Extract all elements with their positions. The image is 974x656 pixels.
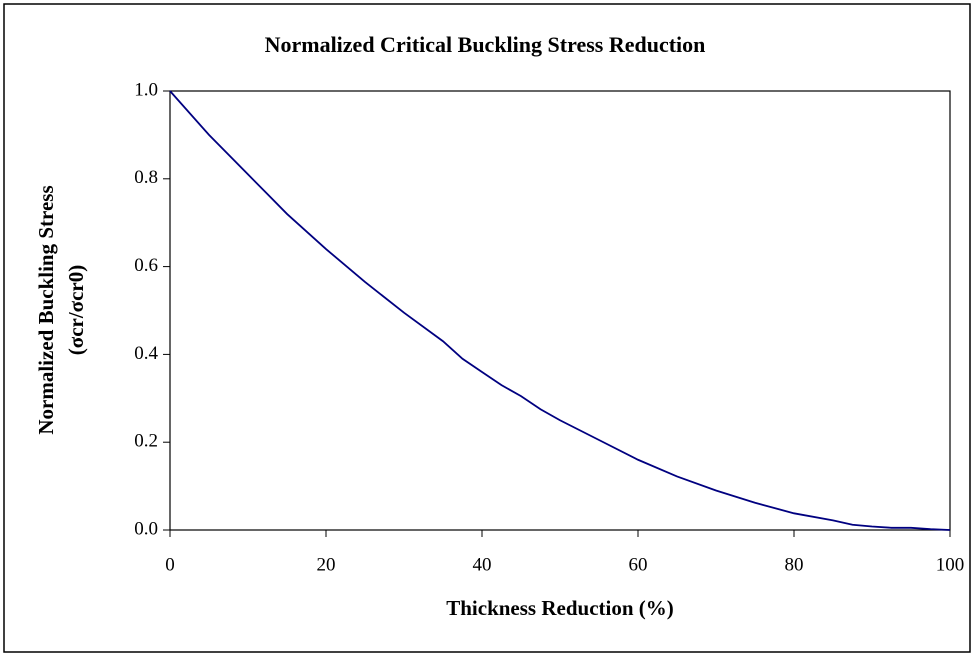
x-tick-label: 100 [936, 554, 965, 575]
y-tick-label: 0.8 [134, 167, 158, 188]
y-tick-label: 0.6 [134, 255, 158, 276]
y-tick-label: 0.0 [134, 518, 158, 539]
x-tick-label: 40 [473, 554, 492, 575]
x-tick-label: 0 [165, 554, 175, 575]
chart-frame [3, 3, 971, 653]
x-tick-label: 20 [317, 554, 336, 575]
x-axis-label: Thickness Reduction (%) [446, 596, 674, 620]
y-tick-label: 1.0 [134, 79, 158, 100]
x-tick-label: 60 [629, 554, 648, 575]
chart-title: Normalized Critical Buckling Stress Redu… [265, 32, 706, 57]
y-tick-label: 0.4 [134, 343, 158, 364]
y-axis-label: Normalized Buckling Stress [34, 185, 58, 434]
y-tick-label: 0.2 [134, 431, 158, 452]
y-axis-label: (σcr/σcr0) [64, 265, 88, 355]
plot-area [169, 90, 951, 531]
data-line [169, 90, 951, 531]
x-tick-label: 80 [785, 554, 804, 575]
